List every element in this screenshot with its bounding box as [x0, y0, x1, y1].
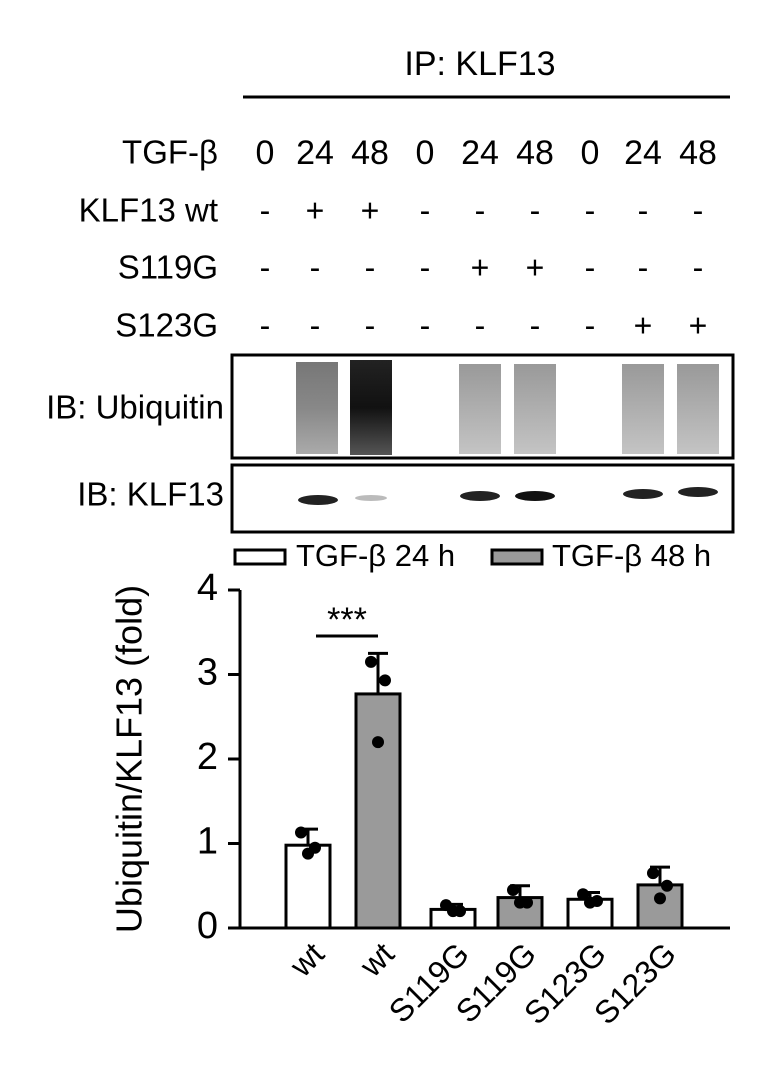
row-mark: -	[260, 192, 271, 228]
data-point	[365, 655, 377, 668]
row-mark: -	[260, 249, 271, 285]
data-point	[514, 896, 526, 909]
legend-swatch	[233, 548, 287, 566]
data-point	[577, 888, 589, 901]
data-point	[372, 736, 384, 749]
row-mark: 48	[516, 134, 554, 172]
row-mark: -	[530, 307, 541, 343]
panel-label: IB: KLF13	[77, 476, 224, 513]
row-mark: 0	[581, 134, 600, 172]
x-tick-label: wt	[282, 935, 331, 984]
legend-swatch	[490, 548, 544, 566]
row-mark: -	[260, 307, 271, 343]
row-mark: -	[310, 307, 321, 343]
row-label: S119G	[118, 249, 218, 286]
ip-label: IP: KLF13	[404, 45, 555, 83]
data-point	[654, 892, 666, 905]
y-tick-label: 0	[197, 905, 218, 947]
row-label: S123G	[115, 307, 218, 344]
row-mark: 24	[461, 134, 499, 172]
bar	[636, 883, 684, 930]
data-point	[584, 896, 596, 909]
data-point	[661, 879, 673, 892]
row-mark: -	[693, 192, 704, 228]
data-point	[379, 674, 391, 687]
bar	[354, 692, 402, 930]
data-point	[447, 905, 459, 918]
legend-label: TGF-β 24 h	[296, 538, 455, 573]
row-mark: 0	[256, 134, 275, 172]
legend-label: TGF-β 48 h	[552, 538, 711, 573]
x-tick-label: wt	[352, 935, 401, 984]
row-mark: -	[475, 192, 486, 228]
row-mark: -	[530, 192, 541, 228]
row-mark: -	[310, 249, 321, 285]
ubiquitin-blot	[230, 353, 735, 460]
row-mark: +	[306, 192, 325, 228]
data-point	[647, 867, 659, 880]
y-tick-label: 1	[197, 821, 218, 863]
row-label: KLF13 wt	[79, 192, 218, 229]
row-mark: -	[420, 307, 431, 343]
row-mark: -	[475, 307, 486, 343]
row-mark: 48	[351, 134, 389, 172]
row-mark: +	[361, 192, 380, 228]
row-mark: -	[585, 307, 596, 343]
row-mark: -	[420, 249, 431, 285]
row-mark: -	[420, 192, 431, 228]
row-mark: 24	[624, 134, 662, 172]
row-mark: 0	[416, 134, 435, 172]
data-point	[302, 847, 314, 860]
row-mark: -	[693, 249, 704, 285]
data-point	[507, 883, 519, 896]
row-mark: 48	[679, 134, 717, 172]
panel-label: IB: Ubiquitin	[46, 389, 224, 426]
row-mark: 24	[296, 134, 334, 172]
klf13-blot	[230, 463, 735, 534]
row-label: TGF-β	[122, 134, 218, 171]
row-mark: -	[585, 192, 596, 228]
row-mark: +	[471, 249, 490, 285]
significance: ***	[327, 601, 367, 639]
y-tick-label: 2	[197, 736, 218, 778]
data-point	[295, 826, 307, 839]
row-mark: +	[634, 307, 653, 343]
y-axis-label: Ubiquitin/KLF13 (fold)	[109, 585, 150, 933]
row-mark: +	[689, 307, 708, 343]
row-mark: -	[365, 307, 376, 343]
bar	[284, 843, 332, 930]
row-mark: -	[638, 249, 649, 285]
row-mark: -	[638, 192, 649, 228]
row-mark: -	[365, 249, 376, 285]
row-mark: +	[526, 249, 545, 285]
y-tick-label: 4	[197, 567, 218, 609]
row-mark: -	[585, 249, 596, 285]
y-tick-label: 3	[197, 652, 218, 694]
